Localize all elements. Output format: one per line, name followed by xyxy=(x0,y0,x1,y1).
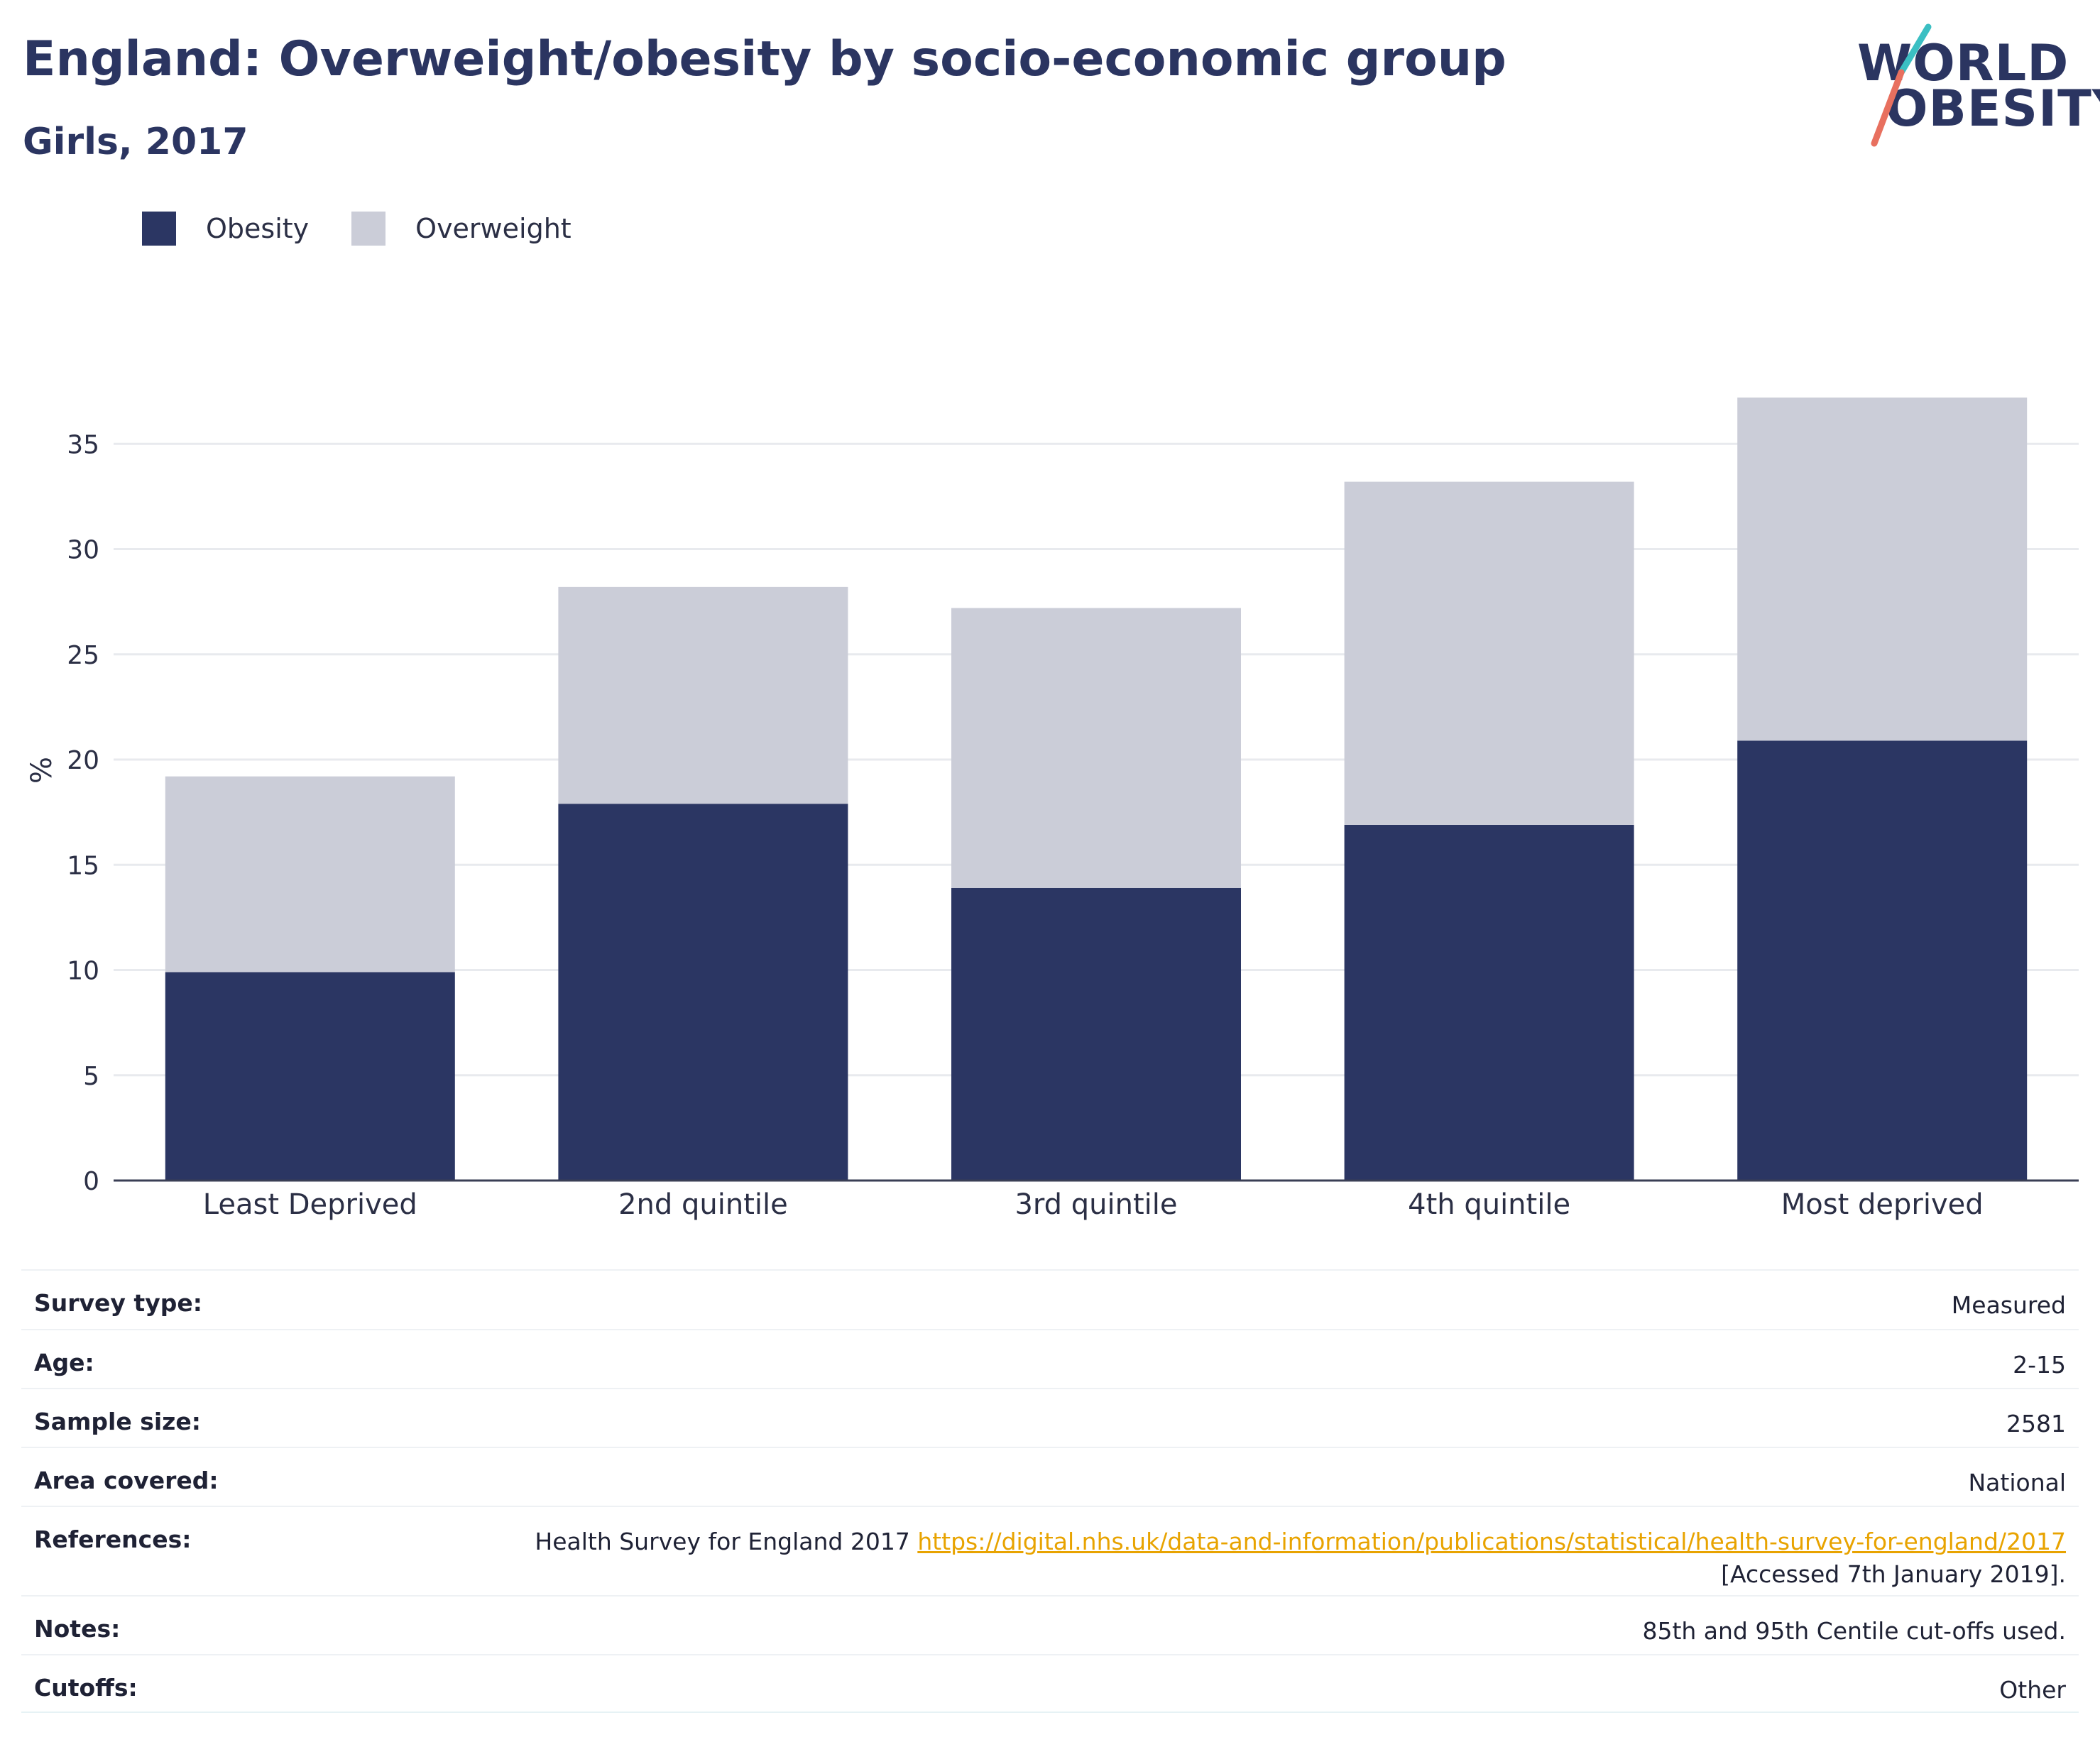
x-category-label: 4th quintile xyxy=(1408,1188,1570,1221)
info-label: References: xyxy=(34,1526,192,1553)
legend-label-obesity: Obesity xyxy=(206,213,310,244)
bar-overweight-5 xyxy=(1737,398,2028,741)
info-label: Age: xyxy=(34,1349,94,1376)
bar-obesity-3 xyxy=(951,887,1241,1181)
legend-item-overweight[interactable]: Overweight xyxy=(351,212,572,246)
x-category-label: 2nd quintile xyxy=(618,1188,788,1221)
info-value: 2-15 xyxy=(2013,1351,2066,1379)
chart-title: England: Overweight/obesity by socio-eco… xyxy=(23,31,1506,87)
reference-link[interactable]: https://digital.nhs.uk/data-and-informat… xyxy=(917,1528,2066,1555)
x-category-label: Least Deprived xyxy=(203,1188,417,1221)
info-label: Area covered: xyxy=(34,1467,219,1494)
bar-obesity-5 xyxy=(1737,740,2028,1181)
chart-legend: Obesity Overweight xyxy=(142,212,614,246)
y-tick-label: 10 xyxy=(67,957,99,986)
legend-item-obesity[interactable]: Obesity xyxy=(142,212,309,246)
x-category-label: Most deprived xyxy=(1781,1188,1984,1221)
info-value: Measured xyxy=(1951,1291,2066,1319)
info-label: Cutoffs: xyxy=(34,1674,138,1702)
info-row-area-covered: Area covered: National xyxy=(21,1447,2079,1506)
logo-line-1: WORLD xyxy=(1857,34,2069,92)
info-row-cutoffs: Cutoffs: Other xyxy=(21,1654,2079,1713)
chart-subtitle: Girls, 2017 xyxy=(23,121,248,163)
info-row-survey-type: Survey type: Measured xyxy=(21,1269,2079,1329)
info-row-age: Age: 2-15 xyxy=(21,1329,2079,1388)
bar-obesity-4 xyxy=(1344,824,1634,1181)
info-label: Notes: xyxy=(34,1615,121,1643)
info-value: 2581 xyxy=(2006,1410,2066,1437)
info-value: 85th and 95th Centile cut-offs used. xyxy=(1642,1617,2066,1645)
info-row-references: References: Health Survey for England 20… xyxy=(21,1506,2079,1595)
world-obesity-logo: WORLD OBESITY xyxy=(1853,21,2100,149)
legend-swatch-obesity xyxy=(142,212,176,246)
y-tick-label: 15 xyxy=(67,851,99,880)
logo-slash-icon xyxy=(1871,23,1932,147)
bar-obesity-1 xyxy=(165,972,455,1181)
logo-line-2: OBESITY xyxy=(1886,80,2100,138)
info-value: Other xyxy=(1999,1676,2066,1704)
x-category-label: 3rd quintile xyxy=(1015,1188,1177,1221)
y-tick-label: 5 xyxy=(83,1062,99,1091)
y-tick-label: 30 xyxy=(67,536,99,565)
legend-label-overweight: Overweight xyxy=(415,213,572,244)
bar-obesity-2 xyxy=(558,804,848,1181)
y-tick-label: 20 xyxy=(67,746,99,775)
info-value: Health Survey for England 2017 https://d… xyxy=(535,1526,2066,1591)
reference-accessed: [Accessed 7th January 2019]. xyxy=(1721,1560,2066,1588)
info-value: National xyxy=(1968,1469,2066,1496)
info-row-sample-size: Sample size: 2581 xyxy=(21,1388,2079,1447)
legend-swatch-overweight xyxy=(351,212,386,246)
y-tick-label: 35 xyxy=(67,430,99,459)
y-axis-label: % xyxy=(26,757,58,784)
bar-overweight-4 xyxy=(1344,481,1634,825)
survey-info-table: Survey type: Measured Age: 2-15 Sample s… xyxy=(21,1269,2079,1713)
bar-overweight-3 xyxy=(951,608,1241,888)
bar-overweight-1 xyxy=(165,776,455,973)
bar-overweight-2 xyxy=(558,586,848,804)
y-tick-label: 0 xyxy=(83,1167,99,1196)
info-label: Sample size: xyxy=(34,1408,201,1435)
info-row-notes: Notes: 85th and 95th Centile cut-offs us… xyxy=(21,1595,2079,1654)
info-label: Survey type: xyxy=(34,1289,202,1317)
y-tick-label: 25 xyxy=(67,641,99,670)
reference-text: Health Survey for England 2017 xyxy=(535,1528,910,1555)
stacked-bar-chart: 0 5 10 15 20 25 30 35% Least Deprived 2nd quintil… xyxy=(26,398,2079,1221)
